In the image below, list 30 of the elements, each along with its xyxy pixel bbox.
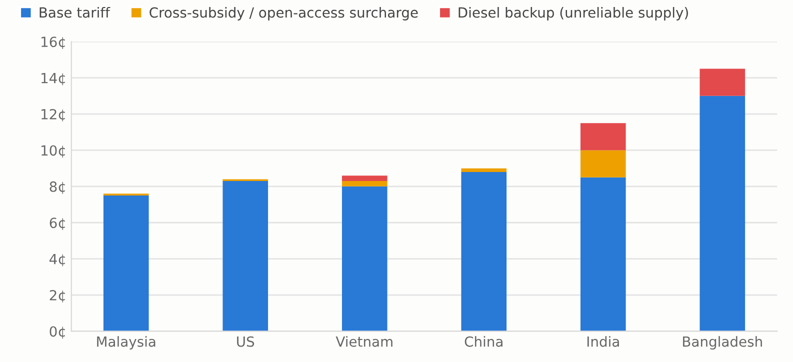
y-tick-label: 6¢ <box>50 218 65 230</box>
x-tick-label: India <box>587 336 619 347</box>
bar <box>461 168 507 172</box>
bar <box>103 195 149 332</box>
legend-label: Diesel backup (unreliable supply) <box>458 7 688 20</box>
y-tick-label: 10¢ <box>42 145 65 158</box>
x-tick-label: Vietnam <box>336 336 392 347</box>
bar <box>342 176 388 181</box>
y-tick-label: 0¢ <box>50 326 65 339</box>
bar <box>222 181 268 332</box>
bar <box>700 96 746 332</box>
bar <box>580 123 626 150</box>
y-tick-label: 12¢ <box>42 109 65 122</box>
bar <box>580 150 626 178</box>
bar <box>700 68 746 96</box>
legend-label: Cross-subsidy / open-access surcharge <box>150 7 418 20</box>
bar <box>342 181 388 186</box>
y-tick-label: 14¢ <box>42 72 65 86</box>
x-tick-label: US <box>237 336 254 347</box>
bar <box>342 186 388 332</box>
x-tick-label: China <box>464 336 502 347</box>
x-tick-label: Malaysia <box>97 336 156 350</box>
legend-label: Base tariff <box>40 7 110 18</box>
x-tick-label: Bangladesh <box>683 336 762 350</box>
y-tick-label: 8¢ <box>50 181 65 194</box>
bar <box>461 172 507 332</box>
y-tick-label: 16¢ <box>42 36 65 50</box>
bar <box>580 177 626 332</box>
y-tick-label: 2¢ <box>50 290 65 302</box>
y-tick-label: 4¢ <box>50 254 65 266</box>
